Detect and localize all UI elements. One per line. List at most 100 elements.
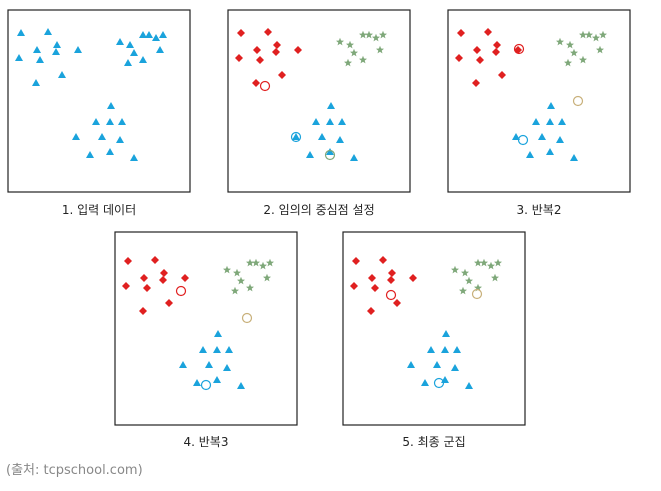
point <box>480 258 488 267</box>
point <box>33 46 41 53</box>
point <box>116 38 124 45</box>
point <box>556 136 564 143</box>
point <box>278 71 286 79</box>
point <box>472 79 480 87</box>
point <box>233 268 241 277</box>
point <box>124 257 132 265</box>
point <box>491 273 499 282</box>
point <box>492 48 500 56</box>
point <box>213 346 221 353</box>
point <box>223 265 231 274</box>
point <box>388 269 396 277</box>
centroid <box>200 379 212 391</box>
point <box>427 346 435 353</box>
point <box>17 29 25 36</box>
panel-frame <box>7 9 191 193</box>
point <box>451 364 459 371</box>
panel-frame <box>227 9 411 193</box>
point <box>106 148 114 155</box>
point <box>441 346 449 353</box>
point <box>350 48 358 57</box>
point <box>336 136 344 143</box>
point <box>44 28 52 35</box>
point <box>476 56 484 64</box>
point <box>421 379 429 386</box>
point <box>459 286 467 295</box>
point <box>126 41 134 48</box>
point <box>387 276 395 284</box>
point <box>312 118 320 125</box>
caption: 1. 입력 데이터 <box>62 203 136 217</box>
point <box>465 382 473 389</box>
point <box>372 33 380 42</box>
point <box>442 330 450 337</box>
point <box>118 118 126 125</box>
point <box>599 30 607 39</box>
point <box>532 118 540 125</box>
centroid <box>471 288 483 300</box>
point <box>368 274 376 282</box>
point <box>253 46 261 54</box>
point <box>538 133 546 140</box>
point <box>256 56 264 64</box>
point <box>145 31 153 38</box>
centroid <box>175 285 187 297</box>
point <box>237 276 245 285</box>
point <box>15 54 23 61</box>
point <box>371 284 379 292</box>
point <box>160 269 168 277</box>
point <box>294 46 302 54</box>
point <box>58 71 66 78</box>
centroid <box>290 131 302 143</box>
point <box>350 154 358 161</box>
point <box>494 258 502 267</box>
point <box>474 258 482 267</box>
point <box>116 136 124 143</box>
point <box>139 307 147 315</box>
point <box>566 40 574 49</box>
point <box>326 118 334 125</box>
centroid <box>517 134 529 146</box>
point <box>214 330 222 337</box>
point <box>143 284 151 292</box>
point <box>570 154 578 161</box>
point <box>272 48 280 56</box>
point <box>327 102 335 109</box>
point <box>473 46 481 54</box>
point <box>86 151 94 158</box>
point <box>579 55 587 64</box>
point <box>393 299 401 307</box>
panel-frame <box>447 9 631 193</box>
point <box>493 41 501 49</box>
point <box>199 346 207 353</box>
point <box>273 41 281 49</box>
panel-frame <box>342 231 526 426</box>
point <box>98 133 106 140</box>
point <box>546 148 554 155</box>
point <box>498 71 506 79</box>
point <box>376 45 384 54</box>
point <box>246 258 254 267</box>
point <box>107 102 115 109</box>
point <box>367 307 375 315</box>
point <box>72 133 80 140</box>
point <box>547 102 555 109</box>
centroid <box>241 312 253 324</box>
point <box>326 148 334 155</box>
point <box>124 59 132 66</box>
point <box>32 79 40 86</box>
point <box>36 56 44 63</box>
point <box>122 282 130 290</box>
point <box>346 40 354 49</box>
point <box>263 273 271 282</box>
point <box>130 154 138 161</box>
point <box>152 34 160 41</box>
centroid <box>433 377 445 389</box>
centroid <box>259 80 271 92</box>
point <box>484 28 492 36</box>
point <box>231 286 239 295</box>
point <box>292 133 300 140</box>
point <box>318 133 326 140</box>
point <box>306 151 314 158</box>
point <box>259 261 267 270</box>
